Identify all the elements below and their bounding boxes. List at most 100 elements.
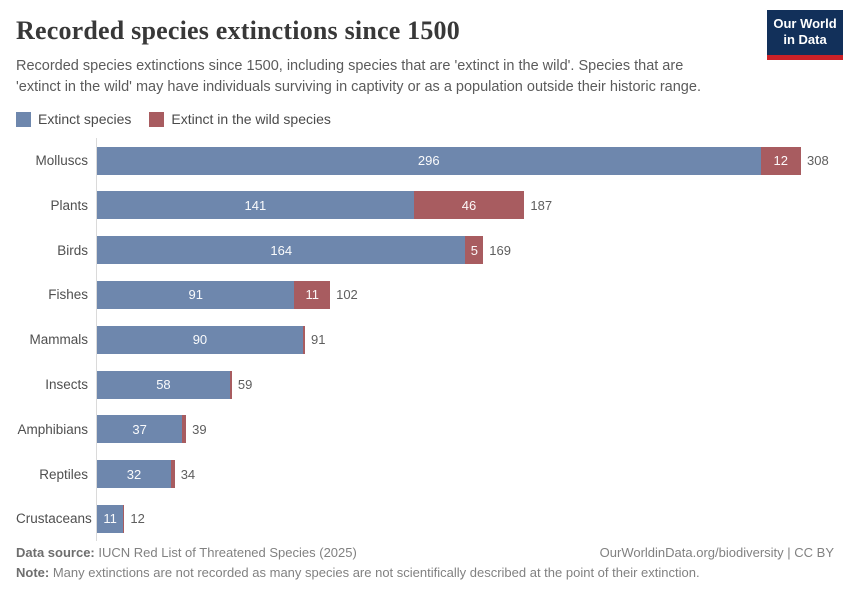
bar-total-label: 91 <box>311 332 326 348</box>
category-label: Molluscs <box>35 153 88 169</box>
category-label: Fishes <box>48 287 88 303</box>
bar-value-extinct: 296 <box>417 153 440 169</box>
bar-segment-extinct-in-wild[interactable]: 5 <box>465 236 484 265</box>
owid-link[interactable]: OurWorldinData.org/biodiversity | CC BY <box>599 545 834 560</box>
bar-line: 11 12 <box>97 504 834 533</box>
legend-label-extinct: Extinct species <box>38 111 132 128</box>
category-label: Mammals <box>29 332 88 348</box>
chart-row: Crustaceans 11 12 <box>16 496 834 542</box>
chart-row: Reptiles 32 34 <box>16 451 834 497</box>
bar-segment-extinct[interactable]: 37 <box>97 415 183 444</box>
bar-segment-extinct-in-wild[interactable] <box>170 460 175 489</box>
chart-row: Mammals 90 91 <box>16 317 834 363</box>
stacked-bar[interactable]: 164 5 <box>97 236 484 265</box>
owid-logo-box: Our World in Data <box>767 10 843 55</box>
bar-segment-extinct[interactable]: 164 <box>97 236 466 265</box>
owid-logo-line1: Our World <box>773 16 837 31</box>
chart-row: Molluscs 296 12 308 <box>16 138 834 183</box>
plot-area: 91 11 102 <box>96 272 834 318</box>
bar-value-extinct-in-wild: 12 <box>773 153 788 169</box>
chart-row: Amphibians 37 39 <box>16 406 834 452</box>
bar-line: 58 59 <box>97 370 834 399</box>
bar-segment-extinct[interactable]: 90 <box>97 325 303 354</box>
bar-value-extinct: 37 <box>132 421 147 437</box>
category-label: Plants <box>50 197 88 213</box>
bar-chart: Molluscs 296 12 308 Plants <box>16 138 834 542</box>
bar-segment-extinct-in-wild[interactable] <box>123 504 125 533</box>
bar-segment-extinct[interactable]: 141 <box>97 191 414 220</box>
owid-logo[interactable]: Our World in Data <box>767 10 843 60</box>
bar-value-extinct: 164 <box>270 242 293 258</box>
stacked-bar[interactable]: 58 <box>97 370 232 399</box>
bar-segment-extinct[interactable]: 58 <box>97 370 230 399</box>
bar-line: 90 91 <box>97 325 834 354</box>
footer: Data source: IUCN Red List of Threatened… <box>16 545 834 580</box>
category-label: Reptiles <box>39 466 88 482</box>
bar-segment-extinct[interactable]: 11 <box>97 504 124 533</box>
stacked-bar[interactable]: 141 46 <box>97 191 525 220</box>
legend-swatch-extinct <box>16 111 31 127</box>
data-source-label: Data source: <box>16 545 95 560</box>
bar-total-label: 102 <box>336 287 358 303</box>
bar-total-label: 308 <box>807 153 829 169</box>
stacked-bar[interactable]: 32 <box>97 460 175 489</box>
legend-item-extinct-in-wild[interactable]: Extinct in the wild species <box>149 111 331 127</box>
plot-area: 164 5 169 <box>96 227 834 273</box>
footer-note: Note: Many extinctions are not recorded … <box>16 565 834 580</box>
category-label: Crustaceans <box>16 511 92 527</box>
bar-total-label: 12 <box>130 511 145 527</box>
bar-value-extinct: 90 <box>192 332 208 348</box>
category-label: Birds <box>57 242 88 258</box>
stacked-bar[interactable]: 91 11 <box>97 280 331 309</box>
bar-total-label: 34 <box>180 466 196 482</box>
legend: Extinct species Extinct in the wild spec… <box>16 111 834 127</box>
chart-row: Plants 141 46 187 <box>16 182 834 228</box>
owid-logo-line2: in Data <box>783 32 827 48</box>
bar-segment-extinct-in-wild[interactable]: 11 <box>294 280 331 309</box>
bar-value-extinct: 141 <box>244 197 267 213</box>
bar-segment-extinct-in-wild[interactable]: 46 <box>413 191 525 220</box>
chart-row: Insects 58 59 <box>16 362 834 407</box>
bar-line: 296 12 308 <box>97 146 834 175</box>
bar-line: 32 34 <box>97 460 834 489</box>
plot-area: 90 91 <box>96 317 834 363</box>
bar-line: 164 5 169 <box>97 236 834 265</box>
bar-line: 37 39 <box>97 415 834 444</box>
legend-swatch-extinct-in-wild <box>149 111 165 127</box>
bar-value-extinct: 11 <box>103 511 117 527</box>
category-label: Amphibians <box>17 421 88 437</box>
bar-value-extinct: 91 <box>188 287 203 303</box>
stacked-bar[interactable]: 37 <box>97 415 187 444</box>
bar-segment-extinct-in-wild[interactable] <box>182 415 187 444</box>
plot-area: 11 12 <box>96 496 834 542</box>
bar-segment-extinct-in-wild[interactable] <box>229 370 232 399</box>
note-value: Many extinctions are not recorded as man… <box>49 565 700 580</box>
plot-area: 296 12 308 <box>96 138 834 183</box>
bar-total-label: 59 <box>237 377 253 393</box>
bar-value-extinct: 32 <box>126 466 142 482</box>
chart-row: Birds 164 5 169 <box>16 227 834 273</box>
chart-row: Fishes 91 11 102 <box>16 272 834 318</box>
stacked-bar[interactable]: 90 <box>97 325 305 354</box>
bar-total-label: 187 <box>530 197 553 213</box>
stacked-bar[interactable]: 296 12 <box>97 146 801 175</box>
bar-segment-extinct[interactable]: 91 <box>97 280 295 309</box>
plot-area: 32 34 <box>96 451 834 497</box>
bar-segment-extinct-in-wild[interactable]: 12 <box>760 146 801 175</box>
stacked-bar[interactable]: 11 <box>97 504 125 533</box>
legend-label-extinct-in-wild: Extinct in the wild species <box>171 111 331 128</box>
bar-segment-extinct[interactable]: 32 <box>97 460 171 489</box>
chart-subtitle: Recorded species extinctions since 1500,… <box>16 58 701 95</box>
bar-segment-extinct[interactable]: 296 <box>97 146 761 175</box>
plot-area: 37 39 <box>96 406 834 452</box>
bar-total-label: 39 <box>192 421 207 437</box>
owid-logo-accent-bar <box>767 54 843 60</box>
bar-value-extinct-in-wild: 5 <box>470 242 478 258</box>
data-source-value: IUCN Red List of Threatened Species (202… <box>94 545 357 560</box>
bar-segment-extinct-in-wild[interactable] <box>302 325 305 354</box>
plot-area: 58 59 <box>96 362 834 407</box>
legend-item-extinct[interactable]: Extinct species <box>16 111 131 127</box>
bar-total-label: 169 <box>489 242 511 258</box>
plot-area: 141 46 187 <box>96 182 834 228</box>
